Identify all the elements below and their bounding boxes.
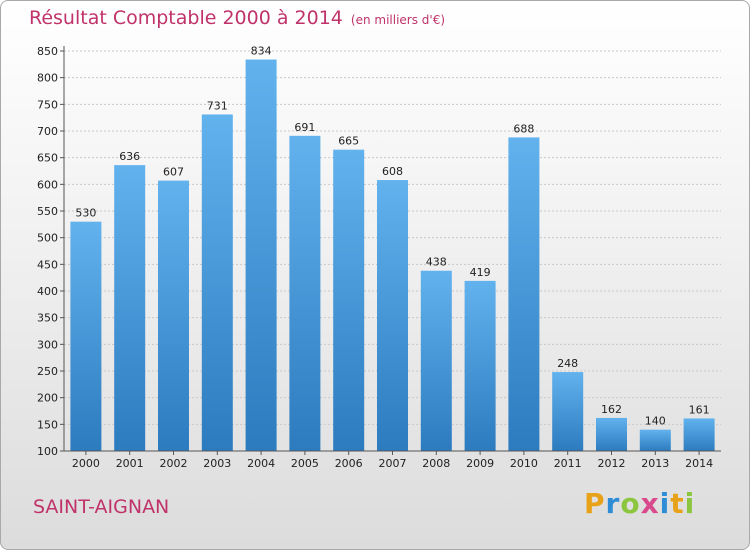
y-tick-label: 750 [37,98,58,111]
value-label: 608 [382,165,403,178]
logo-letter: o [620,487,641,520]
x-tick-label: 2014 [685,457,713,470]
logo-letter: r [605,487,621,520]
y-tick-label: 150 [37,418,58,431]
logo-letter: x [640,487,660,520]
logo-letter: i [659,487,671,520]
y-tick-label: 100 [37,445,58,458]
bar [464,280,496,451]
x-tick-label: 2005 [291,457,319,470]
value-label: 162 [601,403,622,416]
proxiti-logo: Proxiti [584,487,695,520]
bar [245,59,277,452]
y-tick-label: 300 [37,338,58,351]
chart-title: Résultat Comptable 2000 à 2014 (en millie… [29,7,445,29]
bar [158,180,189,451]
value-label: 419 [470,266,491,279]
bar [420,270,452,451]
y-tick-label: 800 [37,72,58,85]
x-tick-label: 2007 [379,457,407,470]
x-tick-label: 2008 [422,457,450,470]
x-tick-label: 2006 [335,457,363,470]
y-tick-label: 250 [37,365,58,378]
value-label: 688 [513,122,534,135]
x-tick-label: 2000 [72,457,100,470]
y-tick-label: 200 [37,392,58,405]
x-tick-label: 2001 [116,457,144,470]
bar [289,135,321,452]
x-tick-label: 2012 [598,457,626,470]
value-label: 438 [426,256,447,269]
value-label: 248 [557,357,578,370]
y-tick-label: 650 [37,152,58,165]
bar [683,418,715,451]
value-label: 140 [645,415,666,428]
x-tick-label: 2010 [510,457,538,470]
logo-letter: P [584,487,606,520]
y-tick-label: 550 [37,205,58,218]
bar [333,149,365,451]
value-label: 691 [294,121,315,134]
value-label: 636 [119,150,140,163]
x-tick-label: 2002 [160,457,188,470]
x-tick-label: 2011 [554,457,582,470]
y-tick-label: 700 [37,125,58,138]
bar [114,165,146,451]
bar [377,180,408,452]
y-tick-label: 600 [37,178,58,191]
y-tick-label: 350 [37,312,58,325]
bar [552,372,584,451]
value-label: 607 [163,166,184,179]
bars [70,59,715,452]
y-tick-label: 850 [37,45,58,58]
x-tick-label: 2004 [247,457,275,470]
bar [508,137,540,451]
x-tick-label: 2003 [203,457,231,470]
x-tick-label: 2009 [466,457,494,470]
x-tick-label: 2013 [641,457,669,470]
logo-letter: i [684,487,696,520]
y-tick-label: 450 [37,258,58,271]
labels: 100 150 200 250 300 350 400 450 500 550 600 650 700 7… [37,45,713,470]
logo-letter: t [670,487,685,520]
bar [596,417,627,451]
value-label: 161 [689,403,710,416]
value-label: 731 [207,99,228,112]
axes [60,46,721,455]
y-tick-label: 500 [37,232,58,245]
bar [70,221,102,451]
chart-title-text: Résultat Comptable 2000 à 2014 [29,7,343,29]
chart-unit: (en milliers d'€) [350,13,446,27]
bar [201,114,233,451]
bar [639,429,671,451]
y-tick-label: 400 [37,285,58,298]
value-label: 530 [75,207,96,220]
commune-name: SAINT-AIGNAN [33,496,170,518]
value-label: 665 [338,135,359,148]
value-label: 834 [251,45,272,58]
